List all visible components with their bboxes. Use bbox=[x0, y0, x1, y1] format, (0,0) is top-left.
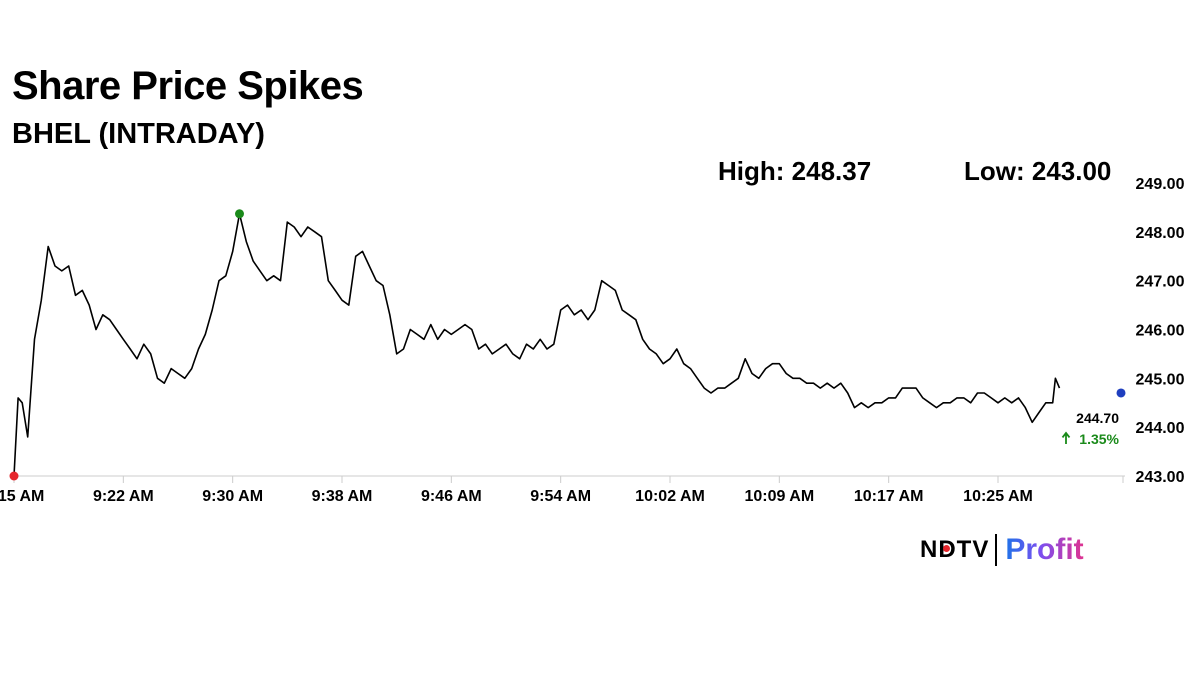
chart-title: Share Price Spikes bbox=[12, 64, 364, 108]
x-tick-label: 10:17 AM bbox=[854, 488, 924, 505]
chart-axes bbox=[13, 475, 1125, 483]
series-layer bbox=[13, 213, 1061, 477]
logo-ndtv-text: NDTV bbox=[920, 536, 990, 563]
price-line bbox=[13, 213, 1061, 477]
x-tick-label: 9:38 AM bbox=[312, 488, 373, 505]
ndtv-profit-logo: NDTV Profit bbox=[920, 530, 1084, 570]
chart-labels: 9:15 AM 9:22 AM 9:30 AM 9:38 AM 9:46 AM 9:54 … bbox=[0, 176, 1185, 505]
logo-profit-text: Profit bbox=[1005, 533, 1084, 566]
y-tick-label: 243.00 bbox=[1136, 469, 1185, 486]
last-price-value: 244.70 bbox=[1076, 410, 1119, 426]
chart-subtitle: BHEL (INTRADAY) bbox=[12, 118, 265, 150]
high-price-label: High: 248.37 bbox=[718, 156, 872, 186]
x-tick-label: 9:15 AM bbox=[0, 488, 44, 505]
low-price-label: Low: 243.00 bbox=[964, 156, 1112, 186]
last-price-change: 1.35% bbox=[1079, 431, 1119, 447]
x-tick-label: 10:09 AM bbox=[745, 488, 815, 505]
y-tick-label: 245.00 bbox=[1136, 371, 1185, 388]
low-marker bbox=[9, 471, 19, 481]
last-price-marker bbox=[1116, 388, 1126, 398]
logo-dot-icon bbox=[943, 545, 950, 552]
x-tick-label: 9:22 AM bbox=[93, 488, 154, 505]
x-tick-label: 9:54 AM bbox=[530, 488, 591, 505]
y-tick-label: 249.00 bbox=[1136, 176, 1185, 193]
y-tick-label: 248.00 bbox=[1136, 225, 1185, 242]
y-tick-label: 246.00 bbox=[1136, 323, 1185, 340]
high-marker bbox=[235, 209, 244, 219]
x-tick-label: 10:02 AM bbox=[635, 488, 705, 505]
y-tick-label: 244.00 bbox=[1136, 420, 1185, 437]
chart-markers bbox=[9, 209, 1126, 481]
y-tick-label: 247.00 bbox=[1136, 274, 1185, 291]
x-tick-label: 9:46 AM bbox=[421, 488, 482, 505]
x-tick-label: 9:30 AM bbox=[202, 488, 263, 505]
logo-divider bbox=[995, 534, 998, 566]
arrow-up-icon bbox=[1061, 431, 1071, 444]
x-tick-label: 10:25 AM bbox=[963, 488, 1033, 505]
